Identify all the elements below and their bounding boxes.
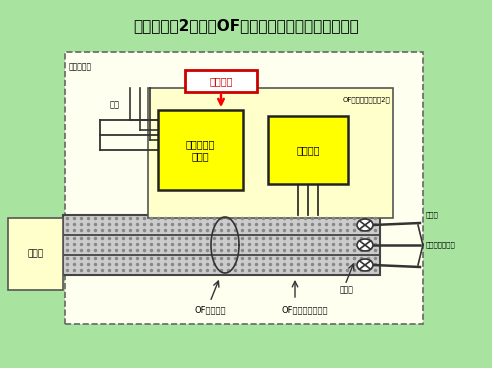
Bar <box>65 52 423 324</box>
Text: 監視回路: 監視回路 <box>296 145 320 155</box>
Text: 伊方北・南幹線: 伊方北・南幹線 <box>426 242 456 248</box>
Bar <box>148 88 393 218</box>
Bar <box>158 110 243 190</box>
Bar <box>63 215 380 275</box>
Bar <box>8 218 63 290</box>
Text: 電源: 電源 <box>110 100 120 110</box>
Text: 送電線: 送電線 <box>426 212 439 218</box>
Bar <box>268 116 348 184</box>
Circle shape <box>357 219 373 231</box>
Text: 屋内屋開所: 屋内屋開所 <box>69 62 92 71</box>
Text: OFケーブル監視盤2号: OFケーブル監視盤2号 <box>342 96 390 103</box>
Text: 制御電源用
変圧器: 制御電源用 変圧器 <box>186 139 215 161</box>
Text: 伊方発電所2号機　OFケーブル監視盤まわり概略図: 伊方発電所2号機 OFケーブル監視盤まわり概略図 <box>133 18 359 33</box>
Circle shape <box>357 239 373 251</box>
Bar <box>185 70 257 92</box>
Text: OFケーブルダクト: OFケーブルダクト <box>282 305 328 314</box>
Text: 遮断器: 遮断器 <box>340 285 354 294</box>
Text: 当該箇所: 当該箇所 <box>209 76 233 86</box>
Text: 変圧器: 変圧器 <box>28 250 44 258</box>
Circle shape <box>357 259 373 271</box>
Text: OFケーブル: OFケーブル <box>194 305 226 314</box>
